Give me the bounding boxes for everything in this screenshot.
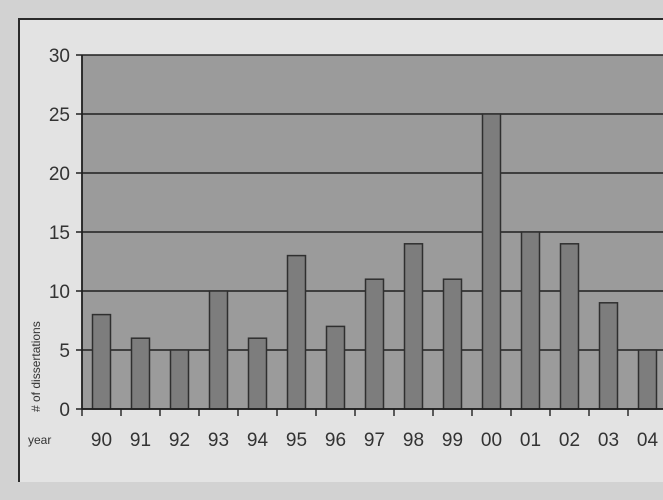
bar-03 — [598, 302, 619, 410]
bar-00 — [481, 113, 502, 410]
bar-96 — [325, 325, 346, 410]
x-tick-label: 02 — [559, 430, 580, 451]
y-tick-labels: 0 5 10 15 20 25 30 — [49, 46, 70, 421]
bar-92 — [169, 349, 190, 410]
x-tick-label: 01 — [520, 430, 541, 451]
x-tick-label: 90 — [91, 430, 112, 451]
x-tick-label: 97 — [364, 430, 385, 451]
bar-93 — [208, 290, 229, 410]
x-tick-label: 04 — [637, 430, 659, 451]
x-tick-label: 92 — [169, 430, 190, 451]
y-tick-label: 10 — [49, 282, 70, 303]
bar-91 — [130, 337, 151, 410]
y-axis-label: # of dissertations — [29, 321, 43, 412]
y-tick-label: 20 — [49, 164, 70, 185]
bar-04 — [637, 349, 658, 410]
bar-98 — [403, 243, 424, 410]
bar-90 — [91, 313, 112, 410]
bar-95 — [286, 254, 307, 410]
y-tick-label: 30 — [49, 46, 70, 67]
dissertations-bar-chart: 0 5 10 15 20 25 30 90 91 92 93 94 95 96 97 98 99 00 01 02 0… — [28, 46, 663, 451]
bar-02 — [559, 243, 580, 410]
x-tick-label: 00 — [481, 430, 502, 451]
y-tick-label: 0 — [59, 400, 70, 421]
axes — [81, 55, 663, 410]
x-tick-label: 98 — [403, 430, 424, 451]
bar-01 — [520, 231, 541, 410]
x-tick-label: 93 — [208, 430, 229, 451]
x-tick-label: 91 — [130, 430, 151, 451]
x-tick-label: 03 — [598, 430, 619, 451]
x-axis-label: year — [28, 433, 51, 447]
chart-frame: 0 5 10 15 20 25 30 90 91 92 93 94 95 96 97 98 99 00 01 02 0… — [18, 18, 663, 482]
y-tick-label: 15 — [49, 223, 70, 244]
y-tick-label: 25 — [49, 105, 70, 126]
x-tick-labels: 90 91 92 93 94 95 96 97 98 99 00 01 02 03 04 — [81, 409, 659, 451]
bar-94 — [247, 337, 268, 410]
bars — [91, 113, 658, 410]
x-tick-label: 99 — [442, 430, 463, 451]
y-tick-label: 5 — [59, 341, 70, 362]
bar-97 — [364, 278, 385, 410]
x-tick-label: 96 — [325, 430, 346, 451]
x-tick-label: 95 — [286, 430, 307, 451]
bar-99 — [442, 278, 463, 410]
x-tick-label: 94 — [247, 430, 269, 451]
